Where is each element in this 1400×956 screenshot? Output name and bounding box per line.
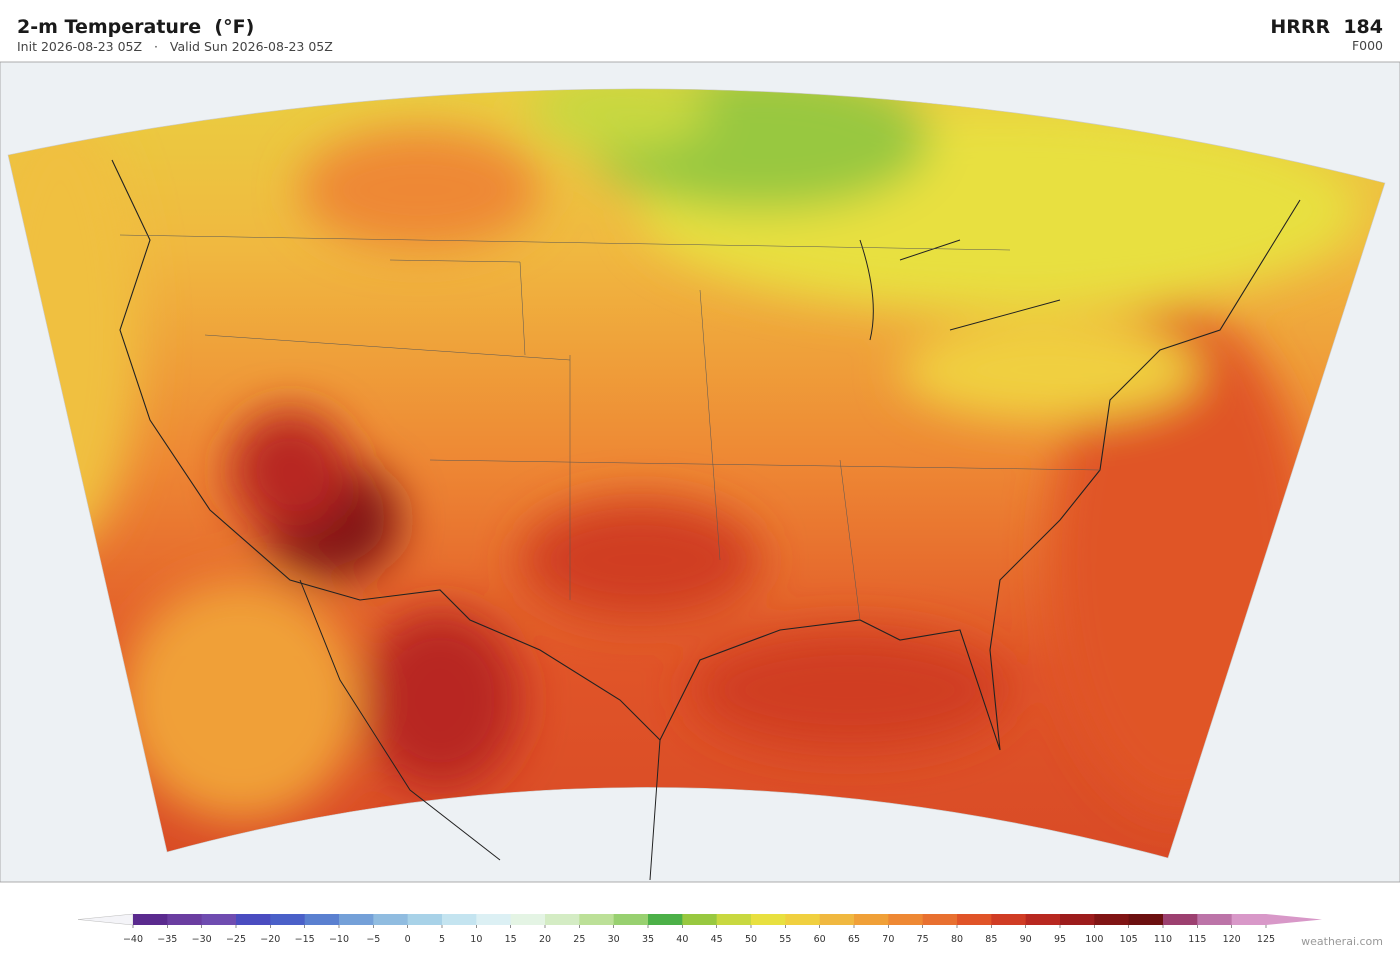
- forecast-hour: F000: [1351, 38, 1383, 53]
- separator: ·: [153, 39, 158, 54]
- colorbar-segment: [339, 914, 374, 925]
- colorbar-segment: [510, 914, 546, 925]
- colorbar-segment: [1231, 914, 1267, 925]
- colorbar-segment: [407, 914, 443, 925]
- colorbar-segment: [1025, 914, 1061, 925]
- colorbar-tick-label: −10: [329, 934, 349, 945]
- colorbar-tick-label: 120: [1223, 934, 1241, 945]
- credit: weatherai.com: [1301, 935, 1383, 948]
- colorbar-over: [1266, 914, 1322, 925]
- model: HRRR 184: [1270, 16, 1383, 38]
- coastline: [111, 159, 1301, 751]
- colorbar-tick-label: −40: [123, 934, 143, 945]
- title: 2-m Temperature (°F): [17, 16, 255, 38]
- colorbar-tick-label: −35: [157, 934, 177, 945]
- state-borders: [119, 234, 1101, 621]
- colorbar-segment: [613, 914, 649, 925]
- coastline-detail: [299, 239, 1061, 881]
- colorbar-segment: [442, 914, 477, 925]
- colorbar-tick-label: 50: [745, 934, 757, 945]
- colorbar-segment: [716, 914, 752, 925]
- colorbar-segment: [682, 914, 718, 925]
- colorbar-segment: [236, 914, 271, 925]
- colorbar-segment: [133, 914, 168, 925]
- colorbar-tick-label: 80: [951, 934, 963, 945]
- colorbar: −40 −35 −30 −25 −20 −15 −10 −5 0 5 10 15 20 25 30 35 40 4…: [77, 913, 1322, 945]
- colorbar-tick-label: 100: [1085, 934, 1103, 945]
- colorbar-tick-label: 35: [642, 934, 654, 945]
- colorbar-tick-label: 55: [779, 934, 791, 945]
- colorbar-segment: [1094, 914, 1130, 925]
- colorbar-segment: [751, 914, 786, 925]
- colorbar-tick-label: 125: [1257, 934, 1275, 945]
- colorbar-tick-label: 110: [1154, 934, 1172, 945]
- valid: Valid Sun 2026-08-23 05Z: [169, 39, 333, 54]
- colorbar-tick-label: −20: [260, 934, 280, 945]
- colorbar-tick-label: 60: [814, 934, 826, 945]
- colorbar-tick-label: 85: [985, 934, 997, 945]
- colorbar-segment: [167, 914, 203, 925]
- colorbar-tick-label: −15: [295, 934, 315, 945]
- colorbar-tick-label: 95: [1054, 934, 1066, 945]
- colorbar-segment: [304, 914, 340, 925]
- colorbar-tick-label: −5: [366, 934, 380, 945]
- temperature-field: [8, 88, 1385, 858]
- colorbar-segment: [201, 914, 237, 925]
- colorbar-tick-label: 30: [608, 934, 620, 945]
- colorbar-under: [77, 913, 134, 926]
- colorbar-segment: [785, 914, 821, 925]
- colorbar-tick-label: 45: [711, 934, 723, 945]
- colorbar-segment: [545, 914, 580, 925]
- colorbar-tick-label: −30: [192, 934, 212, 945]
- subtitle: Init 2026-08-23 05Z · Valid Sun 2026-08-…: [17, 39, 333, 54]
- colorbar-segment: [1128, 914, 1164, 925]
- colorbar-segment: [1060, 914, 1095, 925]
- colorbar-tick-label: 75: [917, 934, 929, 945]
- colorbar-segment: [819, 914, 855, 925]
- colorbar-tick-label: 105: [1120, 934, 1138, 945]
- colorbar-segment: [373, 914, 409, 925]
- colorbar-tick-label: 20: [539, 934, 551, 945]
- colorbar-segment: [1197, 914, 1233, 925]
- colorbar-segment: [957, 914, 992, 925]
- colorbar-tick-label: 40: [676, 934, 688, 945]
- colorbar-segment: [579, 914, 615, 925]
- colorbar-tick-label: 70: [882, 934, 894, 945]
- colorbar-segment: [854, 914, 889, 925]
- colorbar-segment: [648, 914, 683, 925]
- colorbar-tick-label: 65: [848, 934, 860, 945]
- colorbar-tick-label: 90: [1020, 934, 1032, 945]
- colorbar-segment: [888, 914, 924, 925]
- init: Init 2026-08-23 05Z: [17, 39, 143, 54]
- colorbar-segment: [991, 914, 1027, 925]
- colorbar-tick-label: 10: [470, 934, 482, 945]
- colorbar-segment: [270, 914, 306, 925]
- colorbar-tick-label: 25: [573, 934, 585, 945]
- colorbar-tick-label: 115: [1188, 934, 1206, 945]
- colorbar-segment: [1163, 914, 1198, 925]
- colorbar-tick-label: −25: [226, 934, 246, 945]
- colorbar-tick-label: 15: [505, 934, 517, 945]
- domain-edge: [7, 88, 1386, 859]
- colorbar-segment: [922, 914, 958, 925]
- colorbar-tick-label: 5: [439, 934, 445, 945]
- colorbar-tick-label: 0: [405, 934, 411, 945]
- colorbar-segment: [476, 914, 512, 925]
